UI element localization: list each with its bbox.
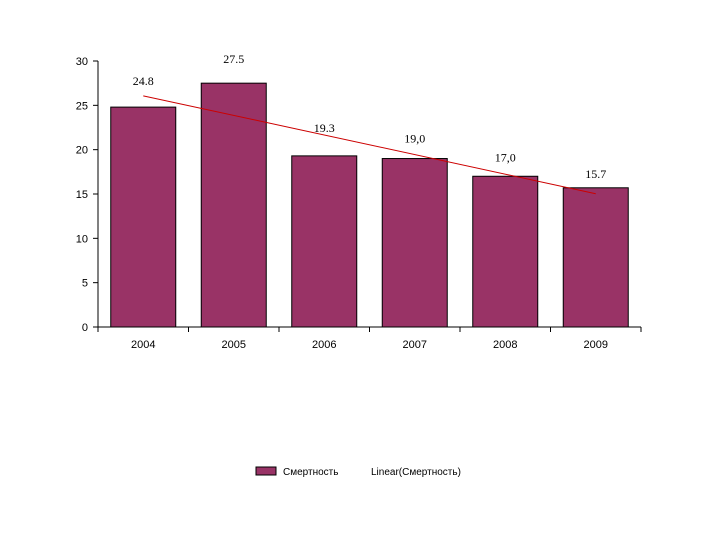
x-tick-label: 2006 — [312, 339, 336, 351]
y-tick-label: 20 — [76, 145, 88, 157]
y-tick-label: 10 — [76, 233, 88, 245]
bar — [381, 158, 448, 328]
x-tick-label: 2005 — [222, 339, 246, 351]
x-tick-label: 2004 — [131, 339, 155, 351]
trendline-line — [143, 95, 596, 195]
y-tick-label: 0 — [82, 322, 88, 334]
x-axis: 2004 2005 2006 2007 2008 2009 — [97, 326, 642, 351]
data-label: 24.8 — [133, 74, 154, 88]
bar — [291, 155, 358, 328]
x-tick-label: 2007 — [403, 339, 427, 351]
legend-swatch-smertnost — [255, 466, 277, 476]
bar — [110, 106, 177, 328]
y-tick-label: 30 — [76, 56, 88, 68]
trendline — [143, 95, 596, 195]
data-label: 19,0 — [404, 132, 425, 146]
legend: Смертность Linear(Смертность) — [255, 466, 461, 478]
y-axis: 0 5 10 15 20 25 30 — [76, 56, 99, 334]
y-tick-label: 25 — [76, 100, 88, 112]
y-tick-label: 5 — [82, 278, 88, 290]
bars — [110, 82, 629, 328]
bar — [472, 175, 539, 328]
x-tick-label: 2009 — [584, 339, 608, 351]
bar — [562, 187, 629, 328]
legend-label-linear: Linear(Смертность) — [371, 467, 461, 478]
data-labels: 24.8 27.5 19.3 19,0 17,0 15.7 — [133, 52, 607, 181]
y-tick-label: 15 — [76, 189, 88, 201]
data-label: 17,0 — [495, 150, 516, 164]
legend-label-smertnost: Смертность — [283, 467, 338, 478]
x-tick-label: 2008 — [493, 339, 517, 351]
data-label: 19.3 — [314, 121, 335, 135]
bar — [200, 82, 267, 328]
data-label: 27.5 — [223, 52, 244, 66]
data-label: 15.7 — [585, 167, 606, 181]
